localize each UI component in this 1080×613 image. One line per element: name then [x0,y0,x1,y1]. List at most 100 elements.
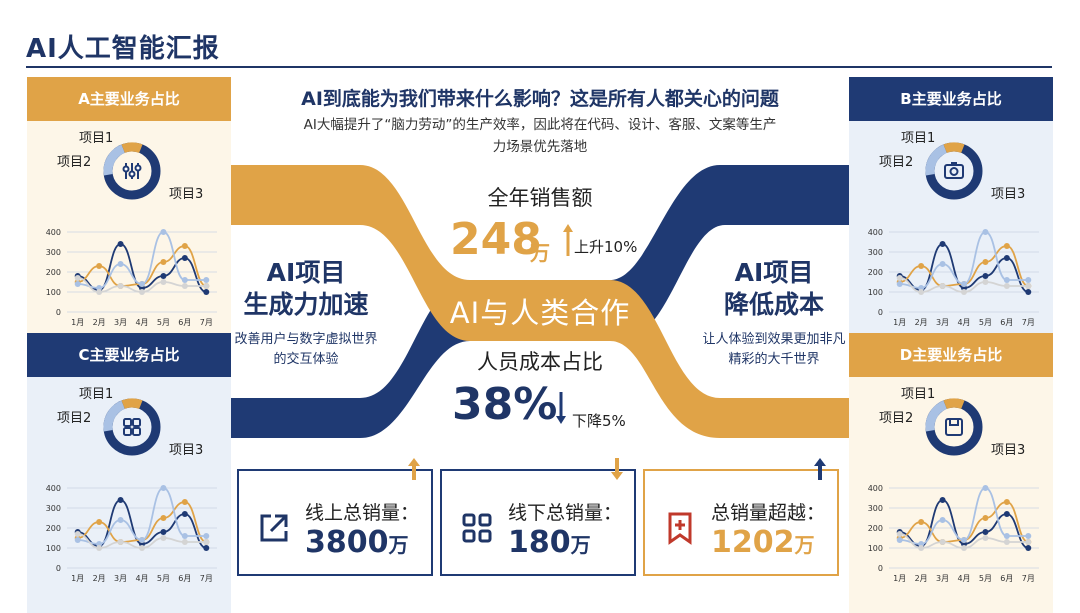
series-point [160,273,167,279]
series-point [160,485,167,491]
series-point [1025,545,1032,551]
y-tick-label: 100 [868,288,883,297]
donut-label: 项目1 [79,387,114,402]
series-point [117,261,124,267]
series-point [982,259,989,265]
question-title: AI到底能为我们带来什么影响？这是所有人都关心的问题 [301,88,779,110]
staff-cost-label: 人员成本占比 [477,350,603,374]
sliders-icon [122,163,142,179]
donut-label: 项目2 [879,411,914,426]
y-tick-label: 100 [868,544,883,553]
donut-slice-2 [103,400,126,432]
series-point [117,497,124,503]
x-tick-label: 2月 [93,574,106,583]
donut-label: 项目3 [991,443,1026,458]
y-tick-label: 0 [878,564,883,573]
card-label: 总销量超越： [711,502,826,524]
series-point [181,511,188,517]
x-tick-label: 5月 [157,574,170,583]
series-point [1003,533,1010,539]
donut-label: 项目1 [901,387,936,402]
series-point [117,283,124,289]
x-tick-label: 3月 [114,574,127,583]
y-tick-label: 0 [878,308,883,317]
y-tick-label: 0 [56,564,61,573]
series-point [982,229,989,235]
panel-body: 项目1 项目2 项目3 0 100 200 300 400 1月 2月 3月 4月 5月 6月 7月 [849,121,1053,333]
x-tick-label: 6月 [1000,574,1013,583]
series-point [1025,277,1032,283]
series-point [939,517,946,523]
donut-slice-1 [943,142,965,153]
annual-sales-value: 248 [450,214,542,265]
donut-chart [925,398,983,456]
donut-chart [925,142,983,200]
donut-label: 项目2 [879,155,914,170]
panel-title: C主要业务占比 [27,333,231,377]
x-tick-label: 2月 [93,318,106,327]
series-point [939,497,946,503]
series-point [1025,289,1032,295]
x-tick-label: 5月 [979,574,992,583]
series-point [982,529,989,535]
card-value: 3800万 [305,525,409,560]
series-point [896,531,903,537]
series-point [181,533,188,539]
annual-sales-label: 全年销售额 [487,186,593,210]
staff-cost-value: 38% [452,379,558,430]
left-arm-description: 改善用户与数字虚拟世界的交互体验 [234,332,378,367]
x-tick-label: 3月 [114,318,127,327]
grid-icon [123,418,141,436]
series-point [139,289,145,295]
series-point [982,485,989,491]
save-icon [945,418,963,436]
offline-sales-card: 线下总销量： 180万 [440,458,636,576]
panel-a: A主要业务占比 项目1 项目2 项目3 0 100 200 300 400 1月 2月 3月 4… [27,77,231,333]
question-description: AI大幅提升了“脑力劳动”的生产效率，因此将在代码、设计、客服、文案等生产力场景… [303,117,777,155]
y-tick-label: 100 [46,288,61,297]
annual-sales-unit: 万 [530,241,550,265]
arrow-up-icon [814,458,826,480]
panel-b: B主要业务占比 项目1 项目2 项目3 0 100 200 300 400 1月 2月 3月 4… [849,77,1053,333]
x-tick-label: 4月 [135,574,148,583]
camera-top [951,162,957,165]
y-tick-label: 200 [868,268,883,277]
series-point [918,545,925,551]
donut-slice-1 [943,398,965,409]
panel-c: C主要业务占比 项目1 项目2 项目3 0 100 200 300 400 1月 2月 3月 4… [27,333,231,613]
donut-label: 项目3 [169,187,204,202]
right-arm-title: AI项目 降低成本 [723,258,824,319]
arrow-down-icon [556,392,566,424]
left-arm-title: AI项目 生成力加速 [243,258,369,319]
camera-lens [949,167,959,176]
series-point [918,519,925,525]
x-tick-label: 3月 [936,574,949,583]
series-point [117,539,124,545]
slider-knob [134,164,142,172]
donut-slice-1 [121,142,143,153]
panel-title: B主要业务占比 [849,77,1053,121]
series-point [96,289,103,295]
save-frame [945,418,963,436]
x-tick-label: 4月 [957,574,970,583]
series-point [1003,511,1010,517]
donut-label: 项目2 [57,155,92,170]
external-link-icon [260,514,288,542]
series-point [160,529,167,535]
y-tick-label: 300 [46,248,61,257]
x-tick-label: 6月 [178,574,191,583]
series-point [961,537,967,543]
series-point [181,277,188,283]
staff-cost-change: 下降5% [572,412,626,430]
series-point [1003,539,1010,545]
series-point [1025,539,1032,545]
series-point [74,275,81,281]
y-tick-label: 400 [868,484,883,493]
series-point [117,241,124,247]
slider-knob [122,165,130,173]
series-point [181,499,188,505]
x-tick-label: 4月 [135,318,148,327]
x-tick-label: 6月 [178,318,191,327]
panel-title: D主要业务占比 [849,333,1053,377]
card-value: 180万 [508,525,591,560]
